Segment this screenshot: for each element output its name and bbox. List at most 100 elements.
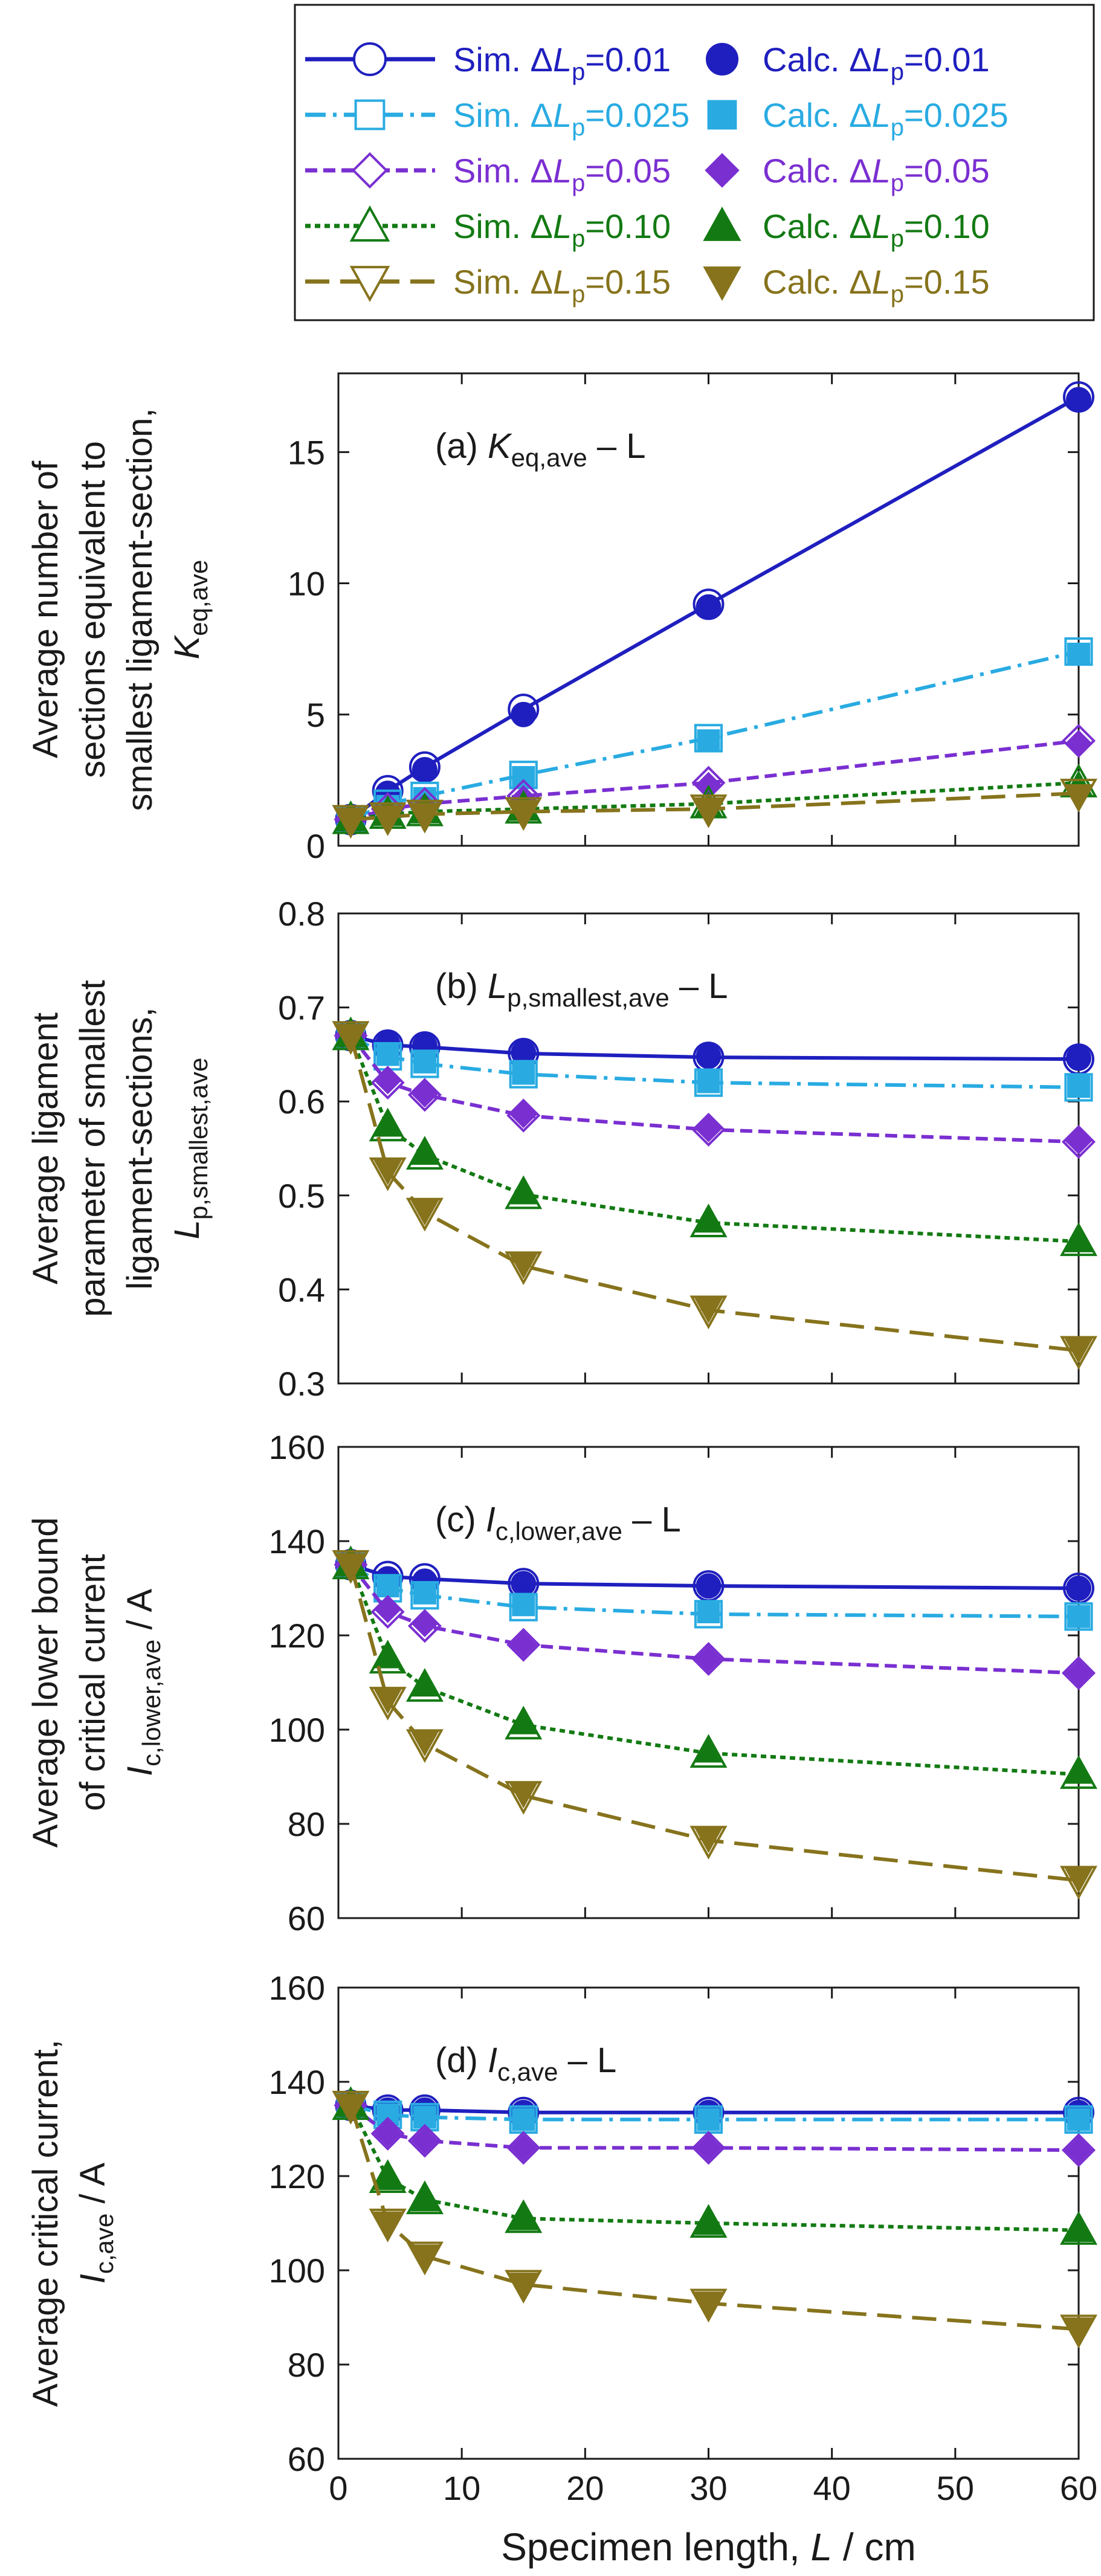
calc-point-c-0.025 xyxy=(376,1574,399,1598)
sim-point-a-0.05 xyxy=(1061,724,1096,758)
sim-point-d-0.10 xyxy=(689,2204,728,2238)
y-tick-label-b: 0.5 xyxy=(278,1177,325,1215)
calc-point-c-0.05 xyxy=(695,1645,722,1673)
y-axis-label-line: Average lower bound xyxy=(26,1517,65,1847)
sim-point-b-0.15 xyxy=(405,1197,444,1232)
legend-calc-label-0.025: Calc. ΔLp=0.025 xyxy=(763,96,1009,141)
calc-point-a-0.15 xyxy=(372,805,403,832)
sim-point-b-0.05 xyxy=(370,1066,405,1100)
sim-point-d-0.05 xyxy=(370,2116,405,2151)
panel-b: 0.3 0.4 0.5 0.6 0.7 0.8 (b) Lp,smallest,ave – … xyxy=(26,895,1097,1403)
sim-point-b-0.15 xyxy=(332,1021,370,1055)
sim-point-b-0.10 xyxy=(689,1203,728,1238)
y-axis-label-var: Ic,ave / A xyxy=(73,2163,118,2284)
series-d-0.15 xyxy=(332,2090,1097,2349)
series-a-0.15 xyxy=(332,779,1097,839)
calc-point-d-0.05 xyxy=(411,2127,439,2154)
sim-point-b-0.05 xyxy=(506,1098,541,1133)
y-tick-label-d: 160 xyxy=(269,1969,325,2007)
legend-calc-marker-0.10 xyxy=(703,207,741,241)
chart-panels: 0 5 10 15 (a) Keq,ave – L Average number of se… xyxy=(26,372,1097,2507)
calc-point-d-0.15 xyxy=(372,2211,403,2239)
x-tick-label: 10 xyxy=(443,2469,480,2507)
calc-point-c-0.05 xyxy=(1065,1659,1093,1687)
y-tick-label-d: 60 xyxy=(288,2440,325,2478)
panel-title-b: (b) Lp,smallest,ave – L xyxy=(435,967,728,1012)
legend-calc-label-0.01: Calc. ΔLp=0.01 xyxy=(763,40,990,85)
series-d-0.10 xyxy=(332,2086,1097,2245)
legend-calc-marker-0.025 xyxy=(707,100,737,130)
y-tick-label-a: 5 xyxy=(306,696,325,734)
legend-sim-label-0.025: Sim. ΔLp=0.025 xyxy=(453,96,689,141)
panel-title-c: (c) Ic,lower,ave – L xyxy=(435,1500,681,1545)
calc-point-d-0.15 xyxy=(693,2291,724,2319)
calc-point-a-0.025 xyxy=(1067,642,1090,666)
calc-point-a-0.15 xyxy=(410,802,440,829)
x-axis-label: Specimen length, L / cm xyxy=(501,2525,916,2569)
y-tick-label-b: 0.3 xyxy=(278,1365,325,1403)
sim-point-d-0.05 xyxy=(691,2131,726,2165)
y-tick-label-a: 10 xyxy=(288,565,325,603)
calc-point-b-0.10 xyxy=(372,1110,403,1137)
legend-sim-label-0.10: Sim. ΔLp=0.10 xyxy=(453,207,671,252)
sim-point-c-0.10 xyxy=(405,1668,444,1702)
sim-point-d-0.10 xyxy=(505,2199,543,2233)
series-b-0.15 xyxy=(332,1021,1097,1370)
calc-point-c-0.025 xyxy=(1067,1605,1090,1628)
sim-point-d-0.10 xyxy=(1060,2211,1097,2245)
y-axis-label-b: Average ligament parameter of smallest lig… xyxy=(26,980,213,1317)
series-line-a-0.15 xyxy=(350,791,1079,822)
legend-sim-marker-0.10 xyxy=(349,205,390,242)
calc-point-d-0.025 xyxy=(512,2108,535,2131)
sim-point-d-0.05 xyxy=(506,2131,541,2165)
legend-calc-label-0.05: Calc. ΔLp=0.05 xyxy=(763,152,990,196)
calc-point-d-0.05 xyxy=(695,2134,722,2162)
y-tick-label-d: 80 xyxy=(288,2346,325,2384)
y-tick-label-d: 100 xyxy=(269,2252,325,2290)
calc-point-b-0.025 xyxy=(512,1061,535,1085)
calc-point-d-0.10 xyxy=(693,2207,724,2235)
sim-point-a-0.01 xyxy=(693,588,725,620)
series-c-0.025 xyxy=(336,1550,1093,1631)
sim-point-b-0.15 xyxy=(369,1157,407,1191)
sim-point-c-0.025 xyxy=(1064,1602,1093,1631)
calc-point-c-0.10 xyxy=(372,1641,403,1669)
y-tick-label-a: 0 xyxy=(306,827,325,865)
calc-point-d-0.10 xyxy=(508,2203,538,2230)
y-tick-label-d: 140 xyxy=(269,2063,325,2101)
y-tick-label-c: 60 xyxy=(288,1899,325,1937)
calc-point-c-0.025 xyxy=(512,1593,535,1617)
panel-a: 0 5 10 15 (a) Keq,ave – L Average number of se… xyxy=(26,372,1097,865)
sim-point-a-0.01 xyxy=(408,751,441,783)
y-axis-label-c: Average lower bound of critical current Ic… xyxy=(26,1517,166,1847)
legend-calc-marker-0.15 xyxy=(703,266,741,301)
y-axis-label-d: Average critical current, Ic,ave / A xyxy=(26,2040,118,2407)
calc-point-c-0.01 xyxy=(696,1573,722,1599)
sim-point-b-0.025 xyxy=(410,1049,439,1078)
sim-point-a-0.15 xyxy=(505,797,543,831)
series-line-d-0.10 xyxy=(349,2104,1079,2232)
sim-point-c-0.15 xyxy=(505,1781,543,1815)
calc-point-d-0.05 xyxy=(374,2120,402,2148)
sim-point-a-0.15 xyxy=(689,794,728,828)
y-axis-label-var: Ic,lower,ave / A xyxy=(120,1589,166,1776)
series-line-d-0.025 xyxy=(350,2104,1079,2122)
calc-point-c-0.10 xyxy=(410,1669,440,1697)
sim-point-d-0.15 xyxy=(1060,2314,1097,2349)
y-tick-label-b: 0.6 xyxy=(278,1083,325,1121)
y-axis-label-line: ligament-sections, xyxy=(120,1007,160,1289)
sim-point-b-0.05 xyxy=(1061,1125,1096,1159)
calc-point-a-0.15 xyxy=(335,808,366,835)
sim-point-c-0.10 xyxy=(689,1734,728,1768)
sim-point-c-0.05 xyxy=(407,1609,442,1643)
calc-point-d-0.10 xyxy=(372,2163,403,2191)
sim-point-d-0.15 xyxy=(405,2241,444,2276)
calc-point-d-0.15 xyxy=(410,2244,440,2272)
y-axis-label-line: of critical current xyxy=(73,1554,112,1811)
y-tick-label-c: 120 xyxy=(269,1617,325,1655)
sim-point-b-0.10 xyxy=(405,1136,444,1170)
sim-point-b-0.15 xyxy=(505,1251,543,1286)
series-c-0.15 xyxy=(332,1550,1097,1900)
sim-point-d-0.15 xyxy=(332,2090,370,2125)
panel-c: 60 80 100 120 140 160 (c) Ic,lower,ave – L Aver… xyxy=(26,1428,1097,1937)
